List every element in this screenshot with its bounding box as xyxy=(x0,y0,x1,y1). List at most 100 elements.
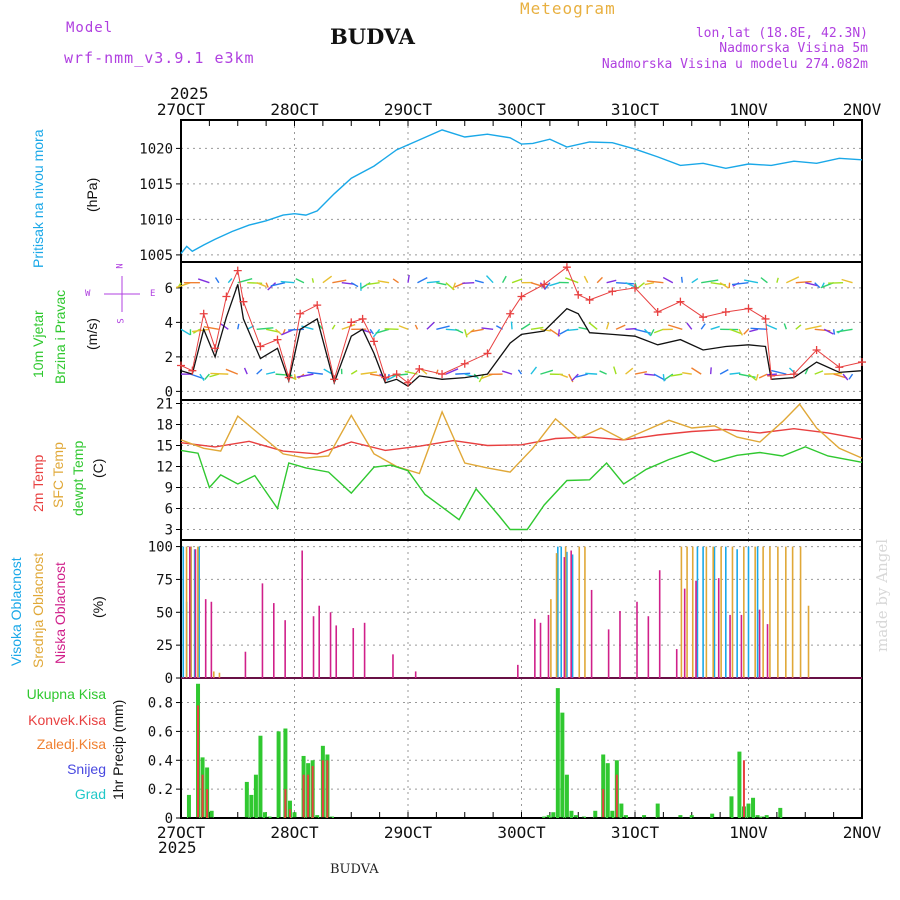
precip-bar xyxy=(642,815,647,818)
wind-arrow xyxy=(559,373,569,378)
wind-arrow xyxy=(501,275,507,284)
ytick-label: 6 xyxy=(165,281,173,297)
wind-arrow xyxy=(296,373,314,378)
wind-gust-marker xyxy=(699,313,708,322)
wind-arrow xyxy=(470,328,484,333)
wind-arrow xyxy=(701,279,719,284)
wind-arrow xyxy=(462,282,475,285)
chart-title: Meteogram xyxy=(520,0,616,18)
precip-bar xyxy=(746,803,751,818)
precip-bar xyxy=(602,789,605,818)
wind-arrow xyxy=(517,369,523,375)
precip-bar xyxy=(542,816,547,818)
precip-bar xyxy=(249,794,254,818)
precip-bar xyxy=(288,809,291,818)
precip-bar xyxy=(244,781,249,818)
wind-arrow xyxy=(644,373,656,376)
wind-arrow xyxy=(650,328,655,336)
wind-arrow xyxy=(210,372,229,375)
time-label-bottom: 30OCT xyxy=(497,823,546,842)
precip-bar xyxy=(258,735,263,818)
wind-arrow xyxy=(510,321,513,330)
wind-arrow xyxy=(646,280,664,284)
wind-arrow xyxy=(814,282,821,289)
wind-arrow xyxy=(227,278,233,284)
wind-gust-marker xyxy=(767,371,776,380)
wind-arrow xyxy=(758,373,768,379)
wind-arrow xyxy=(270,282,286,287)
precip-bar xyxy=(555,688,560,818)
temp-line-2m-temp xyxy=(180,427,863,455)
precip-bar xyxy=(201,774,204,818)
wind-arrow xyxy=(265,371,276,375)
wind-arrow xyxy=(426,280,440,284)
wind-arrow xyxy=(670,373,683,377)
wind-arrow xyxy=(615,324,626,330)
wind-arrow xyxy=(729,372,741,375)
temp-line-sfc-temp xyxy=(180,403,863,475)
elevation-label: Nadmorska Visina 5m xyxy=(719,41,868,56)
precip-bar xyxy=(326,760,329,818)
wind-arrow xyxy=(323,368,333,375)
time-label-top: 1NOV xyxy=(729,100,768,119)
precip-bar xyxy=(186,794,191,818)
wind-arrow xyxy=(566,328,579,332)
wind-gust-marker xyxy=(438,370,447,379)
wind-gust-marker xyxy=(483,349,492,358)
wind-arrow xyxy=(686,322,693,330)
precip-bar xyxy=(573,815,578,818)
wind-gust-marker xyxy=(608,287,617,296)
wind-arrow xyxy=(256,368,263,375)
precip-bar xyxy=(253,774,258,818)
wind-gust-marker xyxy=(812,345,821,354)
wind-gust-marker xyxy=(585,295,594,304)
time-label-top: 28OCT xyxy=(270,100,319,119)
precip-bar xyxy=(546,815,551,818)
precip-snow-label: Snijeg xyxy=(67,761,106,777)
ytick-label: 21 xyxy=(156,397,173,413)
compass-west: W xyxy=(85,289,91,299)
wind-arrow xyxy=(750,327,768,330)
wind-arrow xyxy=(485,275,494,284)
wind-arrow xyxy=(295,278,305,284)
ytick-label: 1010 xyxy=(139,212,173,228)
wind-arrow xyxy=(407,274,410,283)
precip-bar xyxy=(710,813,715,818)
ytick-label: 12 xyxy=(156,460,173,476)
wind-arrow xyxy=(744,279,759,284)
wind-gust-marker xyxy=(789,370,798,379)
precip-bar xyxy=(283,728,288,818)
wind-arrow xyxy=(804,368,809,375)
wind-arrow xyxy=(375,328,390,334)
panel-frame-temperature xyxy=(180,399,863,541)
wind-arrow xyxy=(214,277,220,284)
wind-arrow xyxy=(613,366,617,375)
model-elevation-label: Nadmorska Visina u modelu 274.082m xyxy=(601,57,868,72)
wind-arrow xyxy=(331,324,336,330)
wind-arrow xyxy=(680,276,683,283)
ytick-label: 15 xyxy=(156,439,173,455)
wind-gust-marker xyxy=(358,314,367,323)
precip-bar xyxy=(729,796,734,818)
ytick-label: 3 xyxy=(165,523,173,539)
wind-arrow xyxy=(596,276,603,284)
wind-arrow xyxy=(805,282,818,287)
wind-arrow xyxy=(392,373,409,377)
precip-bar xyxy=(569,810,574,818)
wind-gust-marker xyxy=(392,370,401,379)
wind-arrow xyxy=(743,328,750,335)
wind-arrow xyxy=(256,282,267,288)
wind-arrow xyxy=(842,373,849,381)
wind-arrow xyxy=(360,371,378,375)
time-label-bottom: 1NOV xyxy=(729,823,768,842)
wind-arrow xyxy=(426,321,435,330)
wind-gust-marker xyxy=(222,292,231,301)
wind-gust-marker xyxy=(239,297,248,306)
location-title: BUDVA xyxy=(330,24,415,49)
wind-arrow xyxy=(709,367,712,375)
wind-arrow xyxy=(417,276,428,284)
wind-arrow xyxy=(225,368,239,375)
wind-arrow xyxy=(575,373,588,378)
wind-arrow xyxy=(275,328,282,336)
